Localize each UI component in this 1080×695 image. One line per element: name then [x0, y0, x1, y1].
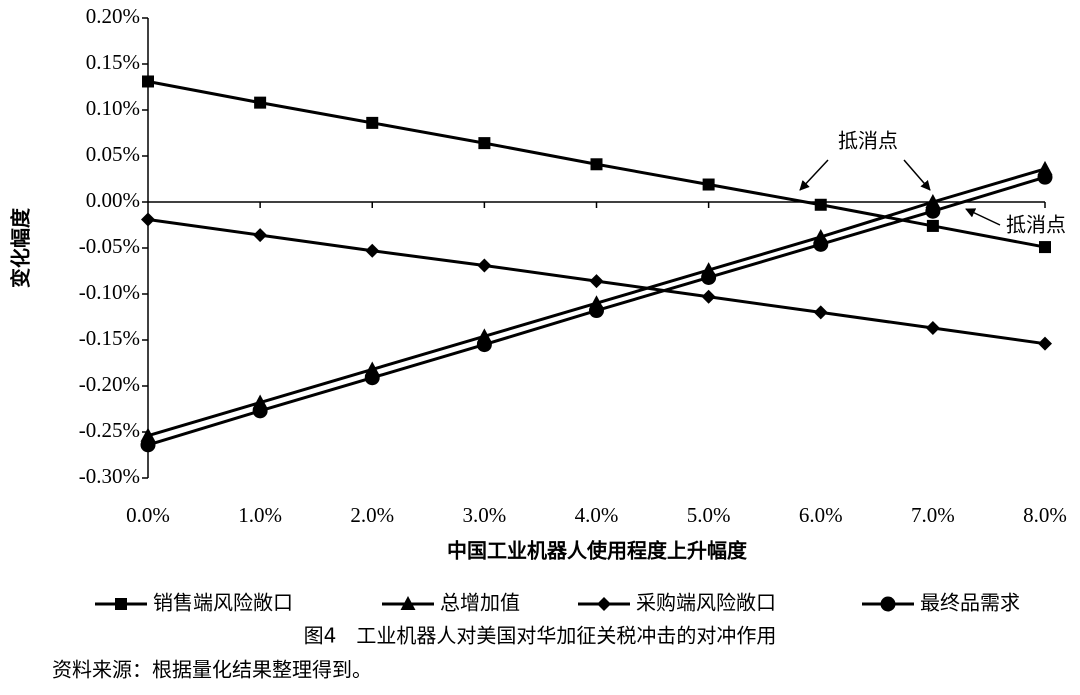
y-tick-label: 0.10% [86, 96, 140, 120]
marker [364, 370, 380, 386]
annotation: 抵消点 [1006, 213, 1066, 237]
marker [141, 212, 155, 227]
marker [366, 116, 379, 129]
x-axis-title: 中国工业机器人使用程度上升幅度 [447, 539, 748, 563]
marker [589, 274, 604, 289]
y-tick-label: -0.30% [79, 464, 140, 488]
y-tick-label: 0.00% [86, 188, 140, 212]
marker [925, 203, 941, 219]
marker [925, 321, 940, 336]
marker [926, 219, 939, 232]
x-tick-label: 4.0% [575, 503, 619, 527]
y-tick-label: 0.20% [86, 4, 140, 28]
marker [476, 337, 492, 353]
marker [1038, 336, 1052, 351]
marker [254, 96, 267, 109]
marker [880, 596, 896, 612]
annotation-arrow [903, 159, 931, 191]
marker [115, 598, 127, 610]
x-tick-label: 6.0% [799, 503, 843, 527]
y-tick-label: -0.25% [79, 418, 140, 442]
legend-label: 采购端风险敞口 [636, 591, 776, 615]
y-tick-label: -0.15% [79, 326, 140, 350]
source-note: 资料来源：根据量化结果整理得到。 [52, 658, 372, 682]
x-tick-label: 3.0% [463, 503, 507, 527]
marker [140, 427, 156, 442]
y-tick-label: 0.15% [86, 50, 140, 74]
marker [702, 178, 715, 191]
marker [813, 236, 829, 252]
caption: 图4 工业机器人对美国对华加征关税冲击的对冲作用 [304, 624, 777, 648]
marker [701, 289, 716, 304]
y-tick-label: 0.05% [86, 142, 140, 166]
x-tick-label: 7.0% [911, 503, 955, 527]
marker [142, 75, 154, 88]
marker [1039, 241, 1051, 254]
y-tick-label: -0.05% [79, 234, 140, 258]
marker [400, 596, 416, 610]
annotation: 抵消点 [838, 129, 898, 153]
x-tick-label: 1.0% [238, 503, 282, 527]
marker [252, 403, 268, 419]
legend-label: 总增加值 [440, 591, 520, 615]
marker [814, 198, 827, 211]
legend-label: 最终品需求 [920, 591, 1020, 615]
legend-label: 销售端风险敞口 [153, 591, 293, 615]
y-axis-title: 变化幅度 [9, 207, 33, 288]
marker [813, 305, 828, 320]
y-tick-label: -0.10% [79, 280, 140, 304]
marker [589, 303, 604, 319]
marker [597, 597, 611, 611]
annotation-arrow [799, 159, 829, 191]
marker [477, 258, 492, 273]
annotation-arrow [965, 208, 1001, 226]
marker [365, 243, 380, 258]
x-tick-label: 2.0% [350, 503, 394, 527]
marker [590, 158, 603, 171]
marker [1037, 169, 1053, 185]
x-tick-label: 8.0% [1023, 503, 1067, 527]
y-tick-label: -0.20% [79, 372, 140, 396]
marker [253, 228, 268, 243]
marker [925, 194, 941, 208]
x-tick-label: 0.0% [126, 503, 170, 527]
marker [140, 437, 156, 453]
marker [478, 137, 491, 150]
marker [701, 269, 717, 285]
x-tick-label: 5.0% [687, 503, 731, 527]
